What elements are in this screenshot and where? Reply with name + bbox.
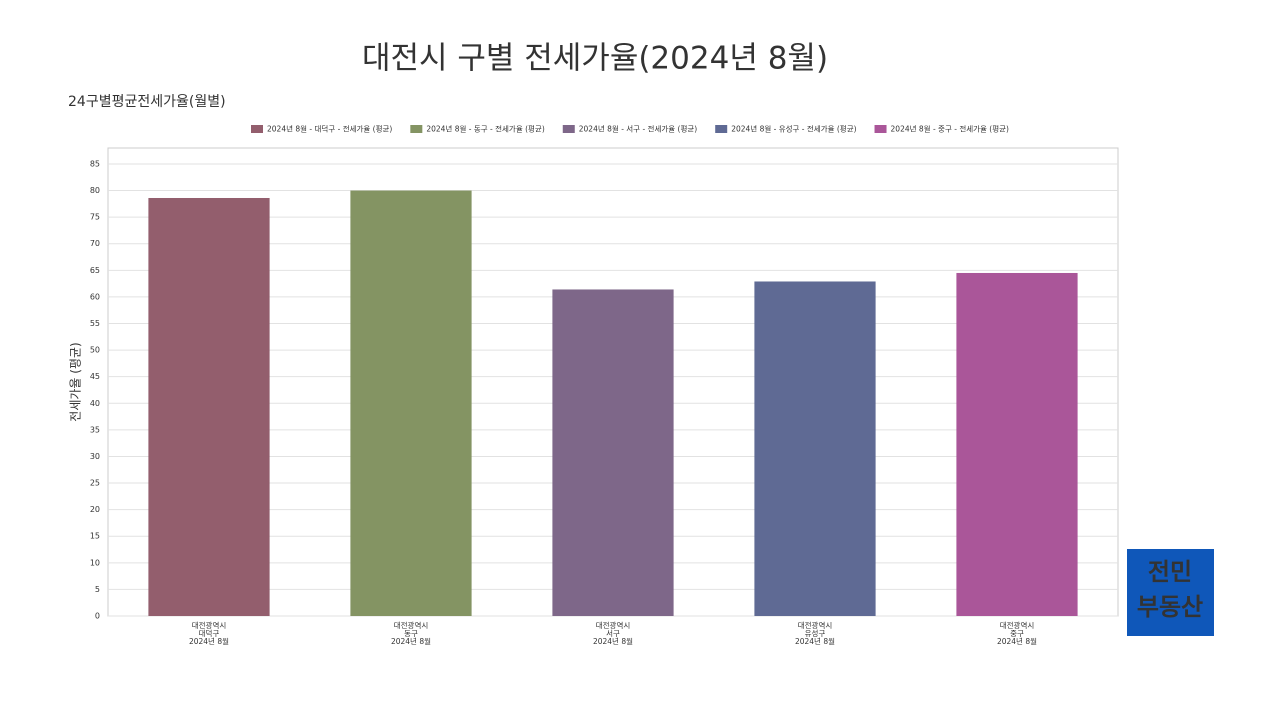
x-tick-label: 대전광역시 <box>596 620 631 630</box>
legend-swatch <box>562 125 575 133</box>
legend-label: 2024년 8월 - 대덕구 - 전세가율 (평균) <box>267 124 392 134</box>
y-tick-label: 35 <box>90 425 100 434</box>
y-tick-label: 80 <box>90 186 100 195</box>
x-tick-label: 2024년 8월 <box>593 636 633 646</box>
logo-text: 전민 <box>1148 558 1192 586</box>
legend-swatch <box>410 125 423 133</box>
y-tick-label: 55 <box>90 319 100 328</box>
x-tick-label: 2024년 8월 <box>391 636 431 646</box>
y-tick-label: 40 <box>90 399 100 408</box>
y-tick-label: 20 <box>90 505 100 514</box>
x-tick-label: 대전광역시 <box>798 620 833 630</box>
logo-text: 부동산 <box>1137 593 1203 621</box>
bar <box>956 272 1078 616</box>
y-tick-label: 45 <box>90 372 100 381</box>
bar <box>754 281 876 616</box>
x-tick-label: 중구 <box>1010 629 1024 638</box>
bar <box>350 190 472 616</box>
x-tick-label: 유성구 <box>805 629 826 638</box>
y-tick-label: 25 <box>90 479 100 488</box>
legend-label: 2024년 8월 - 중구 - 전세가율 (평균) <box>891 124 1010 134</box>
logo-box <box>1127 549 1214 636</box>
y-tick-label: 70 <box>90 239 100 248</box>
y-tick-label: 85 <box>90 159 100 168</box>
x-tick-label: 2024년 8월 <box>795 636 835 646</box>
legend-label: 2024년 8월 - 서구 - 전세가율 (평균) <box>579 124 698 134</box>
y-tick-label: 0 <box>95 612 100 621</box>
y-axis-label: 전세가율 (평균) <box>69 342 83 421</box>
chart-subtitle: 24구별평균전세가율(월별) <box>68 94 226 110</box>
legend-label: 2024년 8월 - 동구 - 전세가율 (평균) <box>426 124 545 134</box>
x-tick-label: 서구 <box>606 629 620 638</box>
y-tick-label: 30 <box>90 452 100 461</box>
legend-swatch <box>874 125 887 133</box>
y-tick-label: 75 <box>90 213 100 222</box>
bar <box>552 289 674 616</box>
legend-label: 2024년 8월 - 유성구 - 전세가율 (평균) <box>731 124 856 134</box>
legend-swatch <box>715 125 728 133</box>
y-tick-label: 5 <box>95 585 100 594</box>
y-tick-label: 15 <box>90 532 100 541</box>
slide-title: 대전시 구별 전세가율(2024년 8월) <box>362 41 828 77</box>
y-tick-label: 50 <box>90 346 100 355</box>
y-tick-label: 65 <box>90 266 100 275</box>
x-tick-label: 대전광역시 <box>394 620 429 630</box>
x-tick-label: 대덕구 <box>199 628 220 638</box>
x-tick-label: 2024년 8월 <box>997 636 1037 646</box>
y-tick-label: 10 <box>90 558 100 567</box>
x-tick-label: 대전광역시 <box>1000 620 1035 630</box>
legend-swatch <box>251 125 263 133</box>
y-tick-label: 60 <box>90 292 100 301</box>
x-tick-label: 동구 <box>404 629 418 638</box>
x-tick-label: 2024년 8월 <box>189 636 229 646</box>
x-tick-label: 대전광역시 <box>192 620 227 630</box>
bar <box>148 197 270 616</box>
